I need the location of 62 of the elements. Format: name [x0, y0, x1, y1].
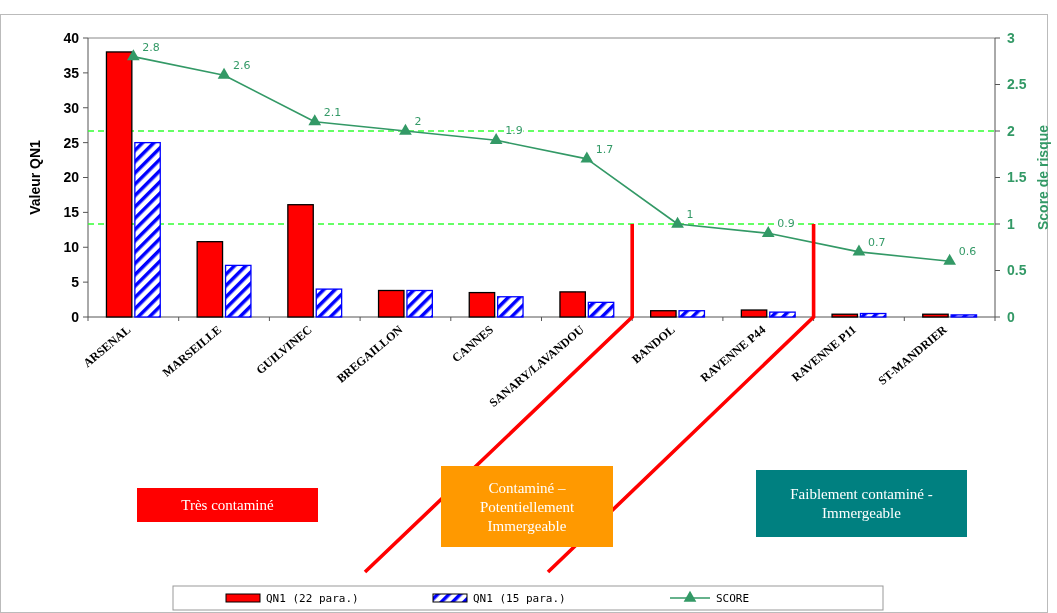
bar [377, 289, 405, 318]
point [943, 253, 957, 265]
y-axis-title: Valeur QN1 [27, 139, 43, 215]
bar [497, 296, 524, 318]
y2-tick-label: 2.5 [1007, 76, 1027, 93]
legend-label: QN1 (22 para.) [266, 591, 359, 605]
bar [134, 141, 161, 318]
y2-tick-label: 0.5 [1007, 262, 1027, 279]
bar [678, 310, 706, 318]
bar [922, 313, 949, 318]
y-tick-label: 5 [71, 274, 80, 291]
y2-tick-label: 1 [1007, 215, 1015, 232]
data-label: 1 [686, 208, 694, 221]
y-tick-label: 25 [63, 134, 80, 151]
bar [287, 204, 314, 318]
data-label: 2 [414, 115, 422, 128]
data-label: 1.7 [595, 142, 614, 156]
y2-tick-label: 1.5 [1007, 169, 1027, 186]
point [308, 114, 322, 126]
bar [196, 241, 224, 318]
point [580, 151, 594, 163]
y-tick-label: 30 [63, 99, 80, 116]
y2-tick-label: 3 [1007, 29, 1015, 46]
data-label: 2.8 [142, 40, 160, 54]
point [489, 132, 503, 144]
text: Contaminé – Potentiellement Immergeable [479, 479, 575, 534]
y-tick-label: 10 [63, 239, 80, 256]
point [217, 67, 231, 79]
y-tick-label: 0 [71, 308, 80, 325]
y2-axis-title: Score de risque [1035, 124, 1051, 231]
legend-label: QN1 (15 para.) [473, 591, 566, 605]
data-label: 2.1 [323, 105, 342, 119]
bar [105, 51, 133, 318]
bar [406, 289, 433, 318]
text: Très contaminé [181, 497, 275, 514]
y-tick-label: 20 [63, 169, 80, 186]
bar [468, 291, 496, 318]
bar [650, 310, 677, 318]
point [761, 225, 775, 237]
data-label: 2.6 [233, 59, 251, 73]
point [399, 123, 412, 135]
bar [769, 311, 796, 318]
bar [224, 264, 252, 318]
data-label: 0.6 [958, 245, 977, 259]
bar [950, 314, 978, 318]
bar [831, 313, 859, 318]
y-tick-label: 35 [63, 64, 80, 81]
y-tick-label: 40 [63, 29, 80, 46]
point [852, 244, 866, 256]
legend-label: SCORE [716, 591, 750, 605]
bar [587, 301, 615, 318]
data-label: 0.7 [867, 235, 886, 249]
text: Faiblement contaminé - Immergeable [790, 486, 933, 522]
bar [559, 291, 586, 318]
y-tick-label: 15 [63, 204, 80, 221]
y2-tick-label: 0 [1007, 308, 1015, 325]
point [671, 216, 684, 228]
bar [315, 288, 343, 318]
bar [740, 309, 768, 318]
y2-tick-label: 2 [1007, 122, 1015, 139]
point [126, 49, 140, 61]
bar [859, 312, 887, 318]
